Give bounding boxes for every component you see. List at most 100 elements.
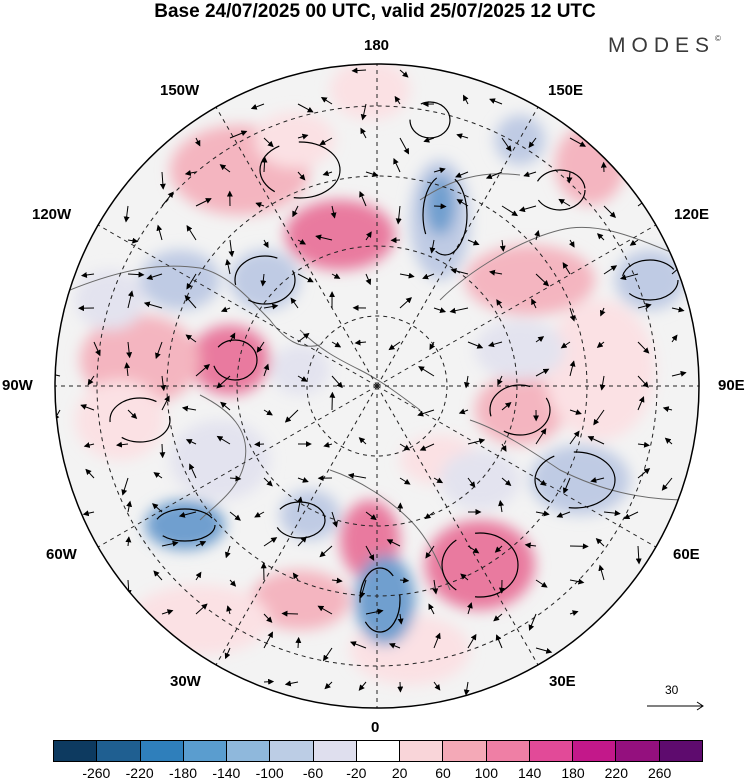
wind-vector	[467, 477, 476, 488]
reference-vector-arrow	[647, 701, 704, 711]
wind-vector	[358, 437, 367, 445]
colorbar-swatch	[573, 741, 617, 761]
wind-vector	[365, 608, 384, 615]
wind-vector	[297, 273, 314, 283]
wind-vector	[186, 225, 197, 241]
wind-vector	[297, 332, 310, 343]
lon-label-150w: 150W	[160, 82, 200, 99]
lon-label-180: 180	[364, 37, 390, 54]
wind-vector	[535, 273, 550, 287]
wind-vector	[263, 239, 269, 249]
wind-vector	[661, 477, 673, 491]
wind-vector	[185, 439, 197, 445]
circulation-contour	[621, 259, 679, 301]
wind-vector	[460, 573, 469, 581]
wind-vector	[219, 164, 231, 173]
wind-vector	[290, 297, 299, 309]
wind-vector	[494, 545, 503, 553]
wind-vector	[467, 341, 484, 349]
wind-vector	[146, 273, 163, 280]
wind-vector	[456, 199, 469, 207]
wind-vector	[488, 341, 503, 348]
lon-label-150e: 150E	[548, 82, 584, 99]
wind-vector	[87, 375, 95, 386]
wind-vector	[671, 370, 687, 377]
meridian-line	[376, 385, 664, 552]
wind-vector	[229, 130, 248, 139]
colorbar-swatch	[270, 741, 314, 761]
circulation-contour	[212, 339, 258, 381]
wind-vector	[399, 443, 411, 451]
wind-vector	[323, 441, 333, 448]
wind-vector	[195, 198, 212, 207]
colorbar-tick-label: 140	[517, 765, 542, 781]
wind-vector	[455, 171, 469, 178]
wind-vector	[263, 613, 273, 623]
wind-vector	[501, 477, 512, 486]
wind-vector	[523, 171, 537, 178]
lon-label-90w: 90W	[2, 377, 33, 394]
anomaly-blob	[495, 115, 545, 165]
wind-vector	[127, 271, 145, 278]
wind-vector	[399, 137, 410, 155]
wind-vector	[153, 570, 163, 581]
wind-vector	[433, 477, 444, 484]
wind-vector	[485, 171, 503, 180]
anomaly-blob	[250, 570, 350, 630]
wind-vector	[322, 170, 333, 177]
wind-vector	[317, 605, 333, 615]
coastline	[439, 226, 691, 301]
map-title: Base 24/07/2025 00 UTC, valid 25/07/2025…	[154, 1, 596, 22]
colorbar-swatch	[54, 741, 98, 761]
wind-vector	[458, 408, 469, 415]
wind-vector	[417, 409, 435, 417]
wind-vector	[535, 368, 550, 377]
wind-vector	[423, 136, 435, 143]
modes-logo: MODES©	[608, 34, 721, 58]
wind-vector	[186, 273, 197, 290]
wind-vector	[599, 375, 606, 391]
colorbar	[53, 740, 703, 762]
polar-map	[54, 63, 700, 709]
wind-vector	[467, 545, 480, 554]
logo-text: MODES	[608, 34, 716, 57]
wind-vector	[195, 603, 208, 615]
wind-vector	[331, 375, 343, 389]
meridian-line	[90, 385, 378, 552]
wind-vector	[350, 641, 367, 649]
wind-vector	[93, 341, 101, 357]
wind-vector	[449, 307, 469, 314]
wind-vector	[320, 97, 333, 105]
wind-vector	[528, 137, 537, 149]
anomaly-blob	[255, 112, 335, 168]
wind-vector	[450, 268, 469, 275]
anomaly-blob	[130, 585, 270, 655]
coastline	[329, 469, 451, 591]
wind-vector	[467, 633, 477, 649]
wind-vector	[331, 577, 343, 584]
anomaly-blob	[425, 175, 455, 235]
wind-vector	[365, 545, 375, 561]
circulation-contour	[409, 101, 451, 139]
wind-vector	[496, 299, 503, 309]
wind-vector	[126, 500, 133, 513]
colorbar-tick-label: 220	[604, 765, 629, 781]
meridian-line	[90, 220, 378, 387]
anomaly-blob	[230, 250, 300, 310]
wind-vector	[535, 428, 547, 445]
wind-vector	[569, 360, 576, 377]
wind-vector	[161, 395, 170, 411]
wind-vector	[255, 202, 265, 208]
wind-vector	[524, 542, 537, 549]
wind-vector	[297, 375, 308, 382]
wind-vector	[365, 171, 379, 177]
wind-vector	[569, 610, 579, 616]
wind-vector	[85, 468, 95, 479]
anomaly-blob	[75, 380, 165, 460]
colorbar-swatch	[313, 741, 357, 761]
wind-vector	[556, 511, 571, 518]
wind-vector	[178, 511, 197, 518]
wind-vector	[82, 510, 95, 517]
wind-vector	[499, 239, 506, 252]
wind-vector	[432, 579, 439, 595]
